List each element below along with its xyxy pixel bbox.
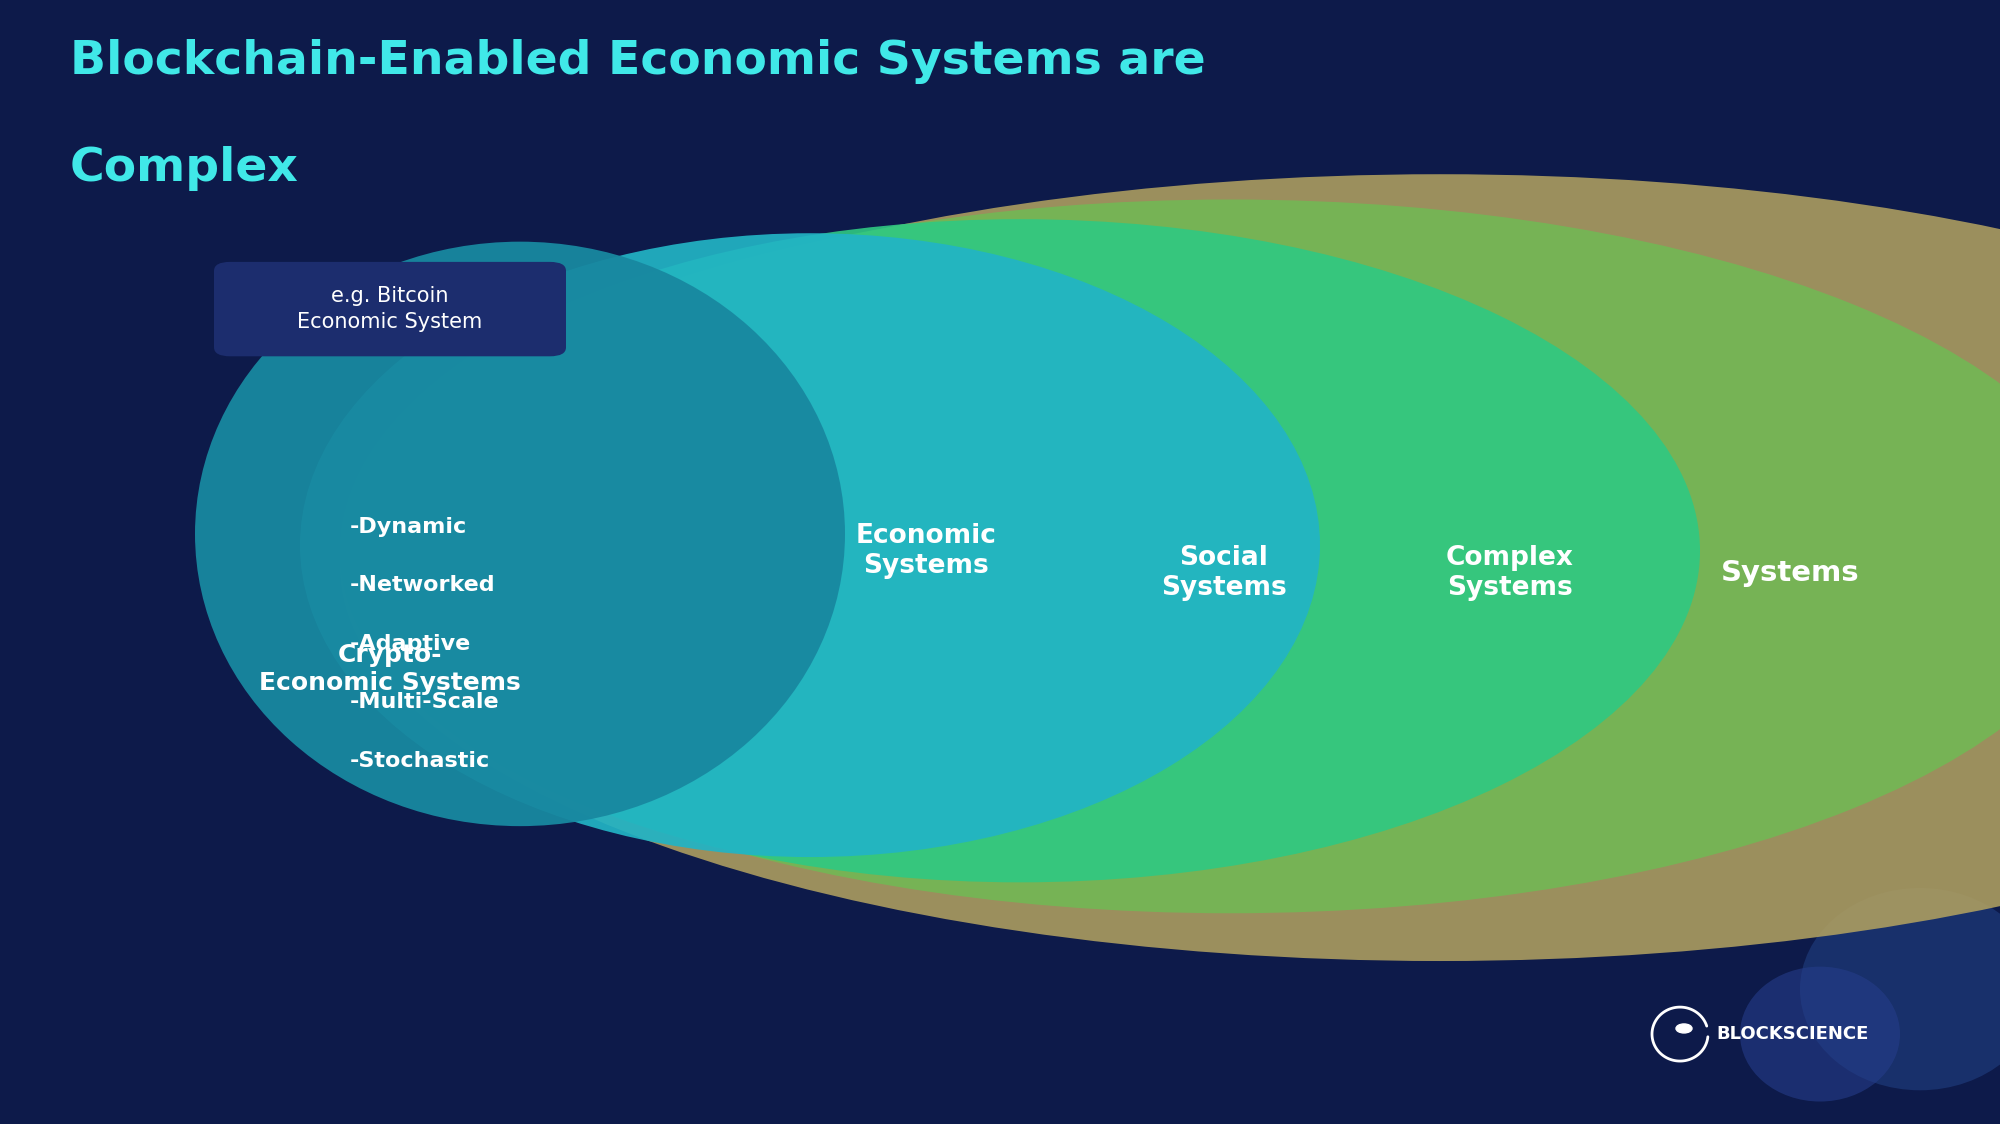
Text: -Stochastic: -Stochastic	[350, 751, 490, 771]
Ellipse shape	[1800, 888, 2000, 1090]
Text: -Multi-Scale: -Multi-Scale	[350, 692, 500, 713]
Ellipse shape	[300, 234, 1320, 856]
Text: Complex
Systems: Complex Systems	[1446, 545, 1574, 601]
Text: Complex: Complex	[70, 146, 298, 191]
Ellipse shape	[340, 219, 1700, 882]
Text: BLOCKSCIENCE: BLOCKSCIENCE	[1716, 1025, 1868, 1043]
Circle shape	[1676, 1024, 1692, 1033]
Text: Systems: Systems	[1720, 560, 1860, 587]
Ellipse shape	[1740, 967, 1900, 1102]
Ellipse shape	[350, 200, 2000, 913]
Text: Crypto-
Economic Systems: Crypto- Economic Systems	[260, 643, 520, 695]
Text: -Dynamic: -Dynamic	[350, 517, 468, 537]
Ellipse shape	[196, 242, 844, 826]
Text: -Networked: -Networked	[350, 575, 496, 596]
Text: e.g. Bitcoin
Economic System: e.g. Bitcoin Economic System	[298, 285, 482, 333]
Text: Economic
Systems: Economic Systems	[856, 523, 996, 579]
Ellipse shape	[340, 174, 2000, 961]
Text: Blockchain-Enabled Economic Systems are: Blockchain-Enabled Economic Systems are	[70, 39, 1206, 84]
Text: Social
Systems: Social Systems	[1162, 545, 1286, 601]
FancyBboxPatch shape	[214, 262, 566, 356]
Text: -Adaptive: -Adaptive	[350, 634, 472, 654]
